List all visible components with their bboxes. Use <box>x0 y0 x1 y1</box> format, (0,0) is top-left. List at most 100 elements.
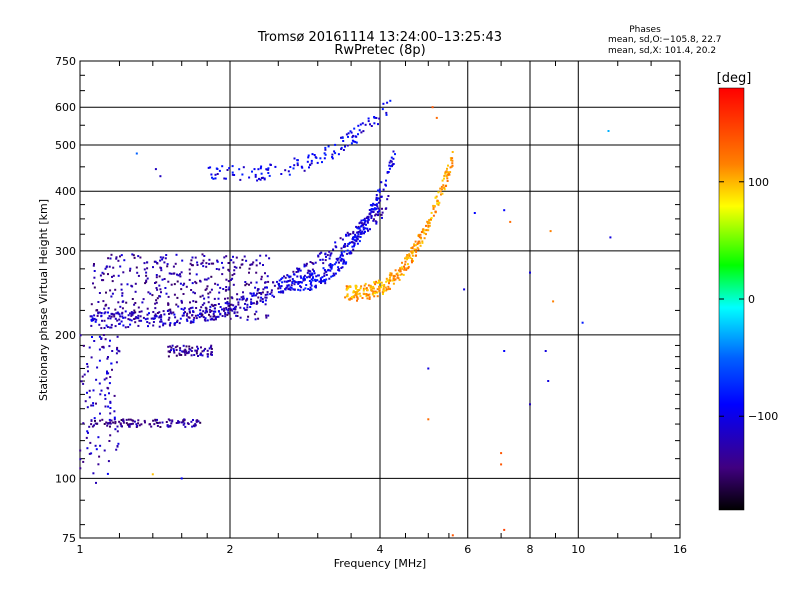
data-point <box>315 156 318 159</box>
data-point <box>201 303 204 306</box>
data-point <box>244 308 247 311</box>
data-point <box>231 165 234 168</box>
data-point <box>295 281 298 284</box>
data-point <box>431 106 434 109</box>
data-point <box>256 179 259 182</box>
data-point <box>174 262 177 265</box>
colorbar-tick-label: 100 <box>748 176 769 189</box>
data-point <box>503 209 506 212</box>
data-point <box>331 157 334 160</box>
data-point <box>139 256 142 259</box>
data-point <box>207 277 210 280</box>
chart-title: Tromsø 20161114 13:24:00–13:25:43 <box>257 30 502 45</box>
data-point <box>399 269 402 272</box>
data-point <box>292 167 295 170</box>
data-point <box>364 123 367 126</box>
data-point <box>406 258 409 261</box>
data-point <box>100 337 103 340</box>
data-point <box>114 428 117 431</box>
data-point <box>209 318 212 321</box>
data-point <box>285 286 288 289</box>
data-point <box>321 276 324 279</box>
data-point <box>295 271 298 273</box>
data-point <box>369 123 371 126</box>
data-point <box>185 285 188 288</box>
data-point <box>138 310 141 313</box>
data-point <box>291 278 294 281</box>
data-point <box>289 286 292 289</box>
data-point <box>197 355 199 357</box>
data-point <box>200 262 203 265</box>
data-point <box>128 424 131 427</box>
data-point <box>399 267 402 270</box>
data-point <box>364 219 367 222</box>
data-point <box>303 169 306 172</box>
data-point <box>112 274 115 277</box>
data-point <box>443 177 445 180</box>
data-point <box>359 295 362 298</box>
data-point <box>185 345 188 348</box>
data-point <box>357 133 359 136</box>
data-point <box>93 286 96 289</box>
data-point <box>375 221 378 224</box>
data-point <box>284 276 287 279</box>
data-point <box>182 308 185 311</box>
data-point <box>120 254 123 257</box>
data-point <box>389 288 391 290</box>
data-point <box>411 261 413 264</box>
data-point <box>156 312 159 314</box>
data-point <box>140 319 143 322</box>
data-point <box>383 285 385 288</box>
data-point <box>104 405 107 408</box>
data-point <box>432 206 435 209</box>
data-point <box>203 349 205 352</box>
data-point <box>111 368 113 371</box>
data-point <box>404 257 406 260</box>
data-point <box>375 291 378 294</box>
data-point <box>100 389 103 392</box>
data-point <box>95 378 98 381</box>
data-point <box>155 274 158 276</box>
data-point <box>151 294 154 297</box>
data-point <box>167 350 170 353</box>
x-tick-label: 1 <box>77 543 84 556</box>
data-point <box>129 312 131 315</box>
data-point <box>159 256 162 259</box>
data-point <box>191 256 194 259</box>
data-point <box>208 258 211 261</box>
data-point <box>116 430 119 433</box>
data-point <box>176 345 179 348</box>
data-point <box>108 392 110 395</box>
data-point <box>265 296 268 299</box>
data-point <box>407 265 410 268</box>
data-point <box>127 314 130 317</box>
data-point <box>232 255 234 258</box>
data-point <box>279 287 282 290</box>
data-point <box>110 326 113 329</box>
data-point <box>280 285 283 288</box>
data-point <box>344 145 346 148</box>
data-point <box>414 240 417 243</box>
data-point <box>260 293 263 296</box>
data-point <box>246 297 249 300</box>
data-point <box>250 298 253 301</box>
data-point <box>108 382 111 385</box>
data-point <box>116 335 119 338</box>
y-tick-label: 600 <box>55 101 76 114</box>
data-point <box>430 211 433 214</box>
data-point <box>143 262 146 265</box>
data-point <box>296 267 299 270</box>
data-point <box>340 253 343 256</box>
data-point <box>366 227 369 230</box>
data-point <box>361 297 364 299</box>
data-point <box>96 366 99 369</box>
data-point <box>255 264 258 267</box>
data-point <box>122 271 125 274</box>
data-point <box>209 311 212 313</box>
data-point <box>152 311 155 313</box>
data-point <box>370 208 373 211</box>
data-point <box>91 336 93 338</box>
data-point <box>159 426 162 428</box>
data-point <box>362 223 365 226</box>
data-point <box>93 424 95 427</box>
